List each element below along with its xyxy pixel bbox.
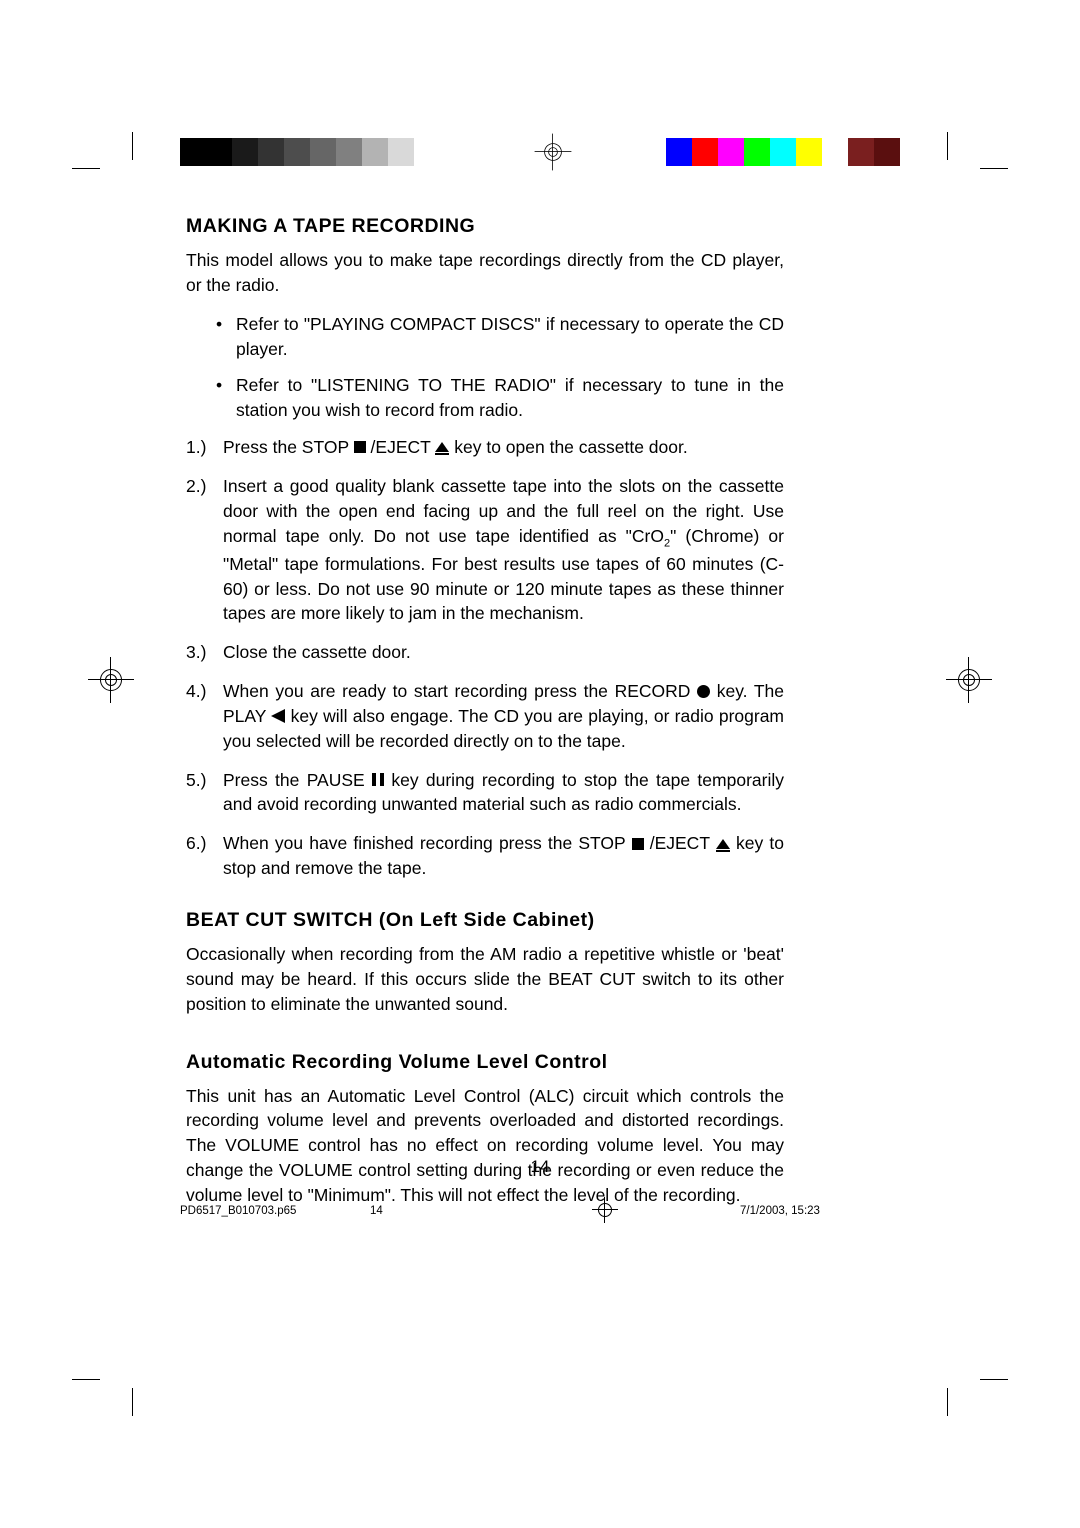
intro-text: This model allows you to make tape recor… <box>186 248 784 298</box>
heading-beat-cut: BEAT CUT SWITCH (On Left Side Cabinet) <box>186 909 784 932</box>
stop-icon <box>354 441 366 453</box>
steps-list: 1.) Press the STOP /EJECT key to open th… <box>186 435 784 881</box>
eject-icon <box>716 839 730 849</box>
note-item: Refer to "PLAYING COMPACT DISCS" if nece… <box>216 312 784 362</box>
footer-page: 14 <box>370 1205 510 1223</box>
footer-filename: PD6517_B010703.p65 <box>180 1205 370 1223</box>
record-icon <box>697 685 710 698</box>
footer-datetime: 7/1/2003, 15:23 <box>700 1205 900 1223</box>
registration-target-left <box>96 665 126 695</box>
step-number: 6.) <box>186 831 206 856</box>
pause-icon <box>372 773 384 786</box>
registration-target-right <box>954 665 984 695</box>
step-item: 3.) Close the cassette door. <box>186 640 784 665</box>
page-content: MAKING A TAPE RECORDING This model allow… <box>186 215 784 1222</box>
step-item: 6.) When you have finished recording pre… <box>186 831 784 881</box>
notes-list: Refer to "PLAYING COMPACT DISCS" if nece… <box>216 312 784 423</box>
play-icon <box>271 709 285 723</box>
heading-alc: Automatic Recording Volume Level Control <box>186 1051 784 1074</box>
calibration-strip <box>180 138 900 166</box>
step-number: 4.) <box>186 679 206 704</box>
step-item: 4.) When you are ready to start recordin… <box>186 679 784 754</box>
beat-cut-body: Occasionally when recording from the AM … <box>186 942 784 1017</box>
step-item: 5.) Press the PAUSE key during recording… <box>186 768 784 818</box>
registration-target-footer <box>596 1201 614 1219</box>
stop-icon <box>632 838 644 850</box>
page-number: 14 <box>0 1157 1080 1177</box>
step-number: 3.) <box>186 640 206 665</box>
step-number: 1.) <box>186 435 206 460</box>
step-number: 2.) <box>186 474 206 499</box>
step-number: 5.) <box>186 768 206 793</box>
eject-icon <box>435 442 449 452</box>
heading-making-recording: MAKING A TAPE RECORDING <box>186 215 784 238</box>
note-item: Refer to "LISTENING TO THE RADIO" if nec… <box>216 373 784 423</box>
alc-body: This unit has an Automatic Level Control… <box>186 1084 784 1208</box>
footer: PD6517_B010703.p65 14 7/1/2003, 15:23 <box>180 1205 900 1223</box>
step-item: 1.) Press the STOP /EJECT key to open th… <box>186 435 784 460</box>
step-item: 2.) Insert a good quality blank cassette… <box>186 474 784 626</box>
